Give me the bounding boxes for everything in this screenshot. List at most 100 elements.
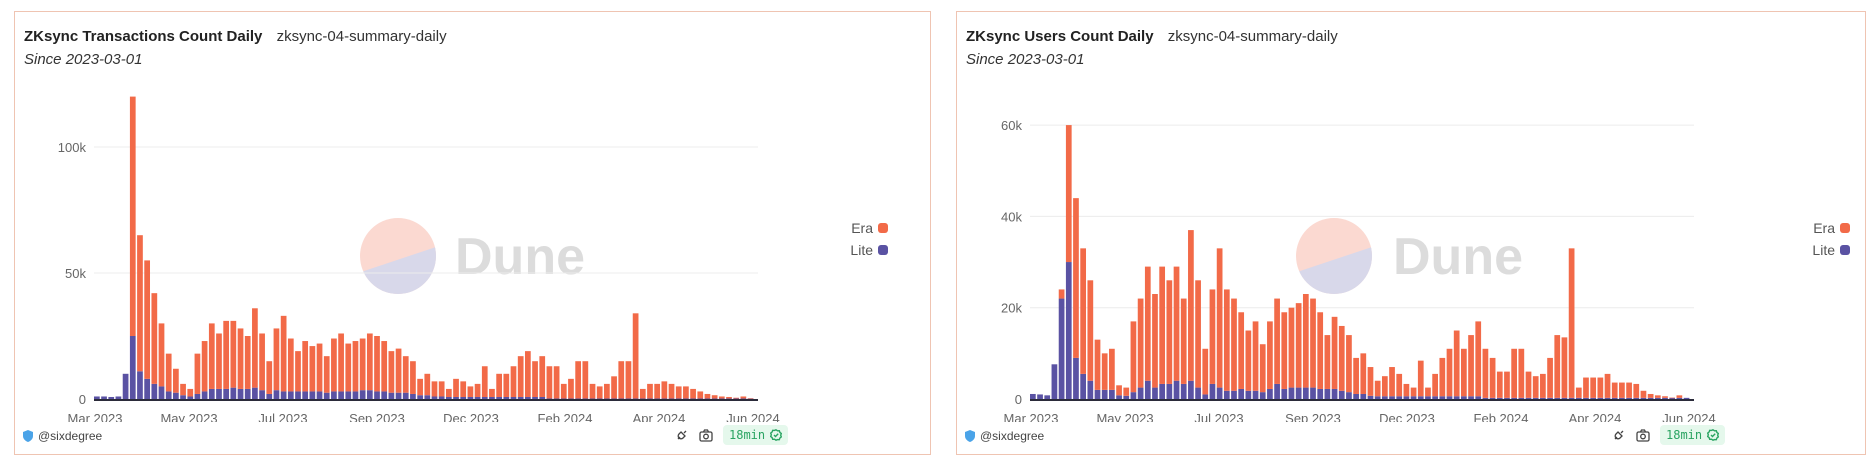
bar-era[interactable] [395, 348, 402, 393]
bar-era[interactable] [661, 381, 668, 399]
bar-era[interactable] [1568, 248, 1575, 398]
bar-lite[interactable] [1482, 397, 1489, 399]
bar-era[interactable] [165, 353, 172, 392]
query-name[interactable]: zksync-04-summary-daily [1167, 28, 1338, 45]
bar-era[interactable] [582, 361, 589, 399]
bar-era[interactable] [1267, 321, 1273, 389]
bar-era[interactable] [1367, 367, 1374, 396]
bar-lite[interactable] [517, 396, 524, 399]
bar-era[interactable] [1482, 348, 1489, 398]
bar-lite[interactable] [639, 398, 646, 399]
bar-lite[interactable] [1381, 396, 1388, 399]
bar-era[interactable] [1137, 298, 1144, 388]
bar-era[interactable] [1317, 312, 1324, 389]
bar-lite[interactable] [1353, 393, 1359, 399]
bar-lite[interactable] [704, 398, 711, 399]
bar-era[interactable] [1489, 357, 1496, 398]
bar-lite[interactable] [1295, 387, 1302, 399]
bar-lite[interactable] [467, 396, 474, 399]
bar-era[interactable] [388, 351, 395, 393]
legend-item-lite[interactable]: Lite [815, 242, 888, 258]
bar-era[interactable] [1353, 357, 1359, 394]
bar-lite[interactable] [424, 395, 431, 399]
bar-era[interactable] [1302, 294, 1309, 388]
bar-lite[interactable] [1259, 392, 1266, 399]
bar-lite[interactable] [668, 398, 675, 399]
bar-era[interactable] [1475, 321, 1482, 397]
bar-lite[interactable] [1453, 396, 1460, 399]
bar-lite[interactable] [137, 371, 143, 399]
bar-era[interactable] [1633, 383, 1640, 398]
bar-lite[interactable] [338, 391, 344, 399]
bar-lite[interactable] [654, 398, 661, 399]
bar-era[interactable] [1396, 373, 1403, 397]
bar-era[interactable] [726, 396, 732, 399]
bar-lite[interactable] [1590, 397, 1597, 399]
bar-era[interactable] [266, 361, 273, 394]
bar-era[interactable] [1116, 385, 1122, 396]
bar-era[interactable] [1173, 266, 1180, 381]
bar-era[interactable] [1525, 371, 1532, 398]
bar-era[interactable] [747, 398, 754, 399]
bar-era[interactable] [1231, 298, 1237, 391]
bar-era[interactable] [474, 383, 481, 397]
bar-era[interactable] [230, 320, 237, 388]
bar-lite[interactable] [388, 392, 395, 399]
bar-era[interactable] [1575, 387, 1582, 398]
bar-era[interactable] [338, 333, 344, 392]
bar-lite[interactable] [1288, 387, 1295, 399]
bar-lite[interactable] [1547, 397, 1553, 399]
bar-lite[interactable] [1626, 397, 1632, 399]
bar-lite[interactable] [158, 386, 165, 399]
bar-era[interactable] [359, 338, 366, 391]
bar-lite[interactable] [1410, 396, 1417, 399]
bar-era[interactable] [453, 378, 459, 397]
chart-title[interactable]: ZKsync Users Count Daily [966, 28, 1154, 45]
bar-era[interactable] [1504, 371, 1510, 398]
bar-lite[interactable] [402, 392, 409, 399]
bar-lite[interactable] [252, 387, 258, 399]
bar-era[interactable] [711, 395, 718, 399]
bar-lite[interactable] [345, 391, 352, 399]
bar-lite[interactable] [1511, 397, 1518, 399]
bar-lite[interactable] [1231, 390, 1237, 399]
bar-lite[interactable] [122, 373, 129, 399]
bar-era[interactable] [1611, 382, 1618, 398]
bar-era[interactable] [287, 338, 294, 392]
bar-era[interactable] [460, 381, 467, 397]
bar-era[interactable] [1403, 383, 1410, 397]
bar-era[interactable] [1288, 307, 1295, 388]
bar-lite[interactable] [1583, 397, 1589, 399]
bar-lite[interactable] [1087, 380, 1094, 399]
bar-lite[interactable] [1065, 262, 1072, 399]
bar-era[interactable] [173, 368, 179, 393]
bar-era[interactable] [647, 383, 653, 399]
bar-era[interactable] [560, 383, 567, 399]
bar-era[interactable] [517, 356, 524, 397]
bar-era[interactable] [1604, 373, 1611, 398]
bar-era[interactable] [1439, 357, 1446, 397]
bar-lite[interactable] [115, 396, 122, 399]
bar-era[interactable] [417, 378, 423, 396]
bar-lite[interactable] [1267, 388, 1273, 399]
bar-era[interactable] [1331, 316, 1338, 389]
bar-era[interactable] [323, 356, 330, 393]
bar-lite[interactable] [1245, 390, 1252, 399]
bar-era[interactable] [639, 388, 646, 399]
bar-era[interactable] [654, 383, 661, 399]
bar-lite[interactable] [675, 398, 682, 399]
bar-era[interactable] [194, 353, 201, 394]
bar-era[interactable] [1144, 266, 1151, 381]
bar-lite[interactable] [1568, 397, 1575, 399]
bar-era[interactable] [216, 333, 222, 389]
bar-lite[interactable] [546, 398, 553, 399]
bar-lite[interactable] [1152, 387, 1158, 399]
bar-era[interactable] [525, 351, 531, 397]
bar-lite[interactable] [711, 398, 718, 399]
bar-era[interactable] [1065, 125, 1072, 263]
bar-lite[interactable] [1604, 397, 1611, 399]
bar-lite[interactable] [374, 391, 380, 399]
bar-era[interactable] [1446, 348, 1453, 397]
bar-lite[interactable] [560, 398, 567, 399]
bar-lite[interactable] [1331, 388, 1338, 399]
